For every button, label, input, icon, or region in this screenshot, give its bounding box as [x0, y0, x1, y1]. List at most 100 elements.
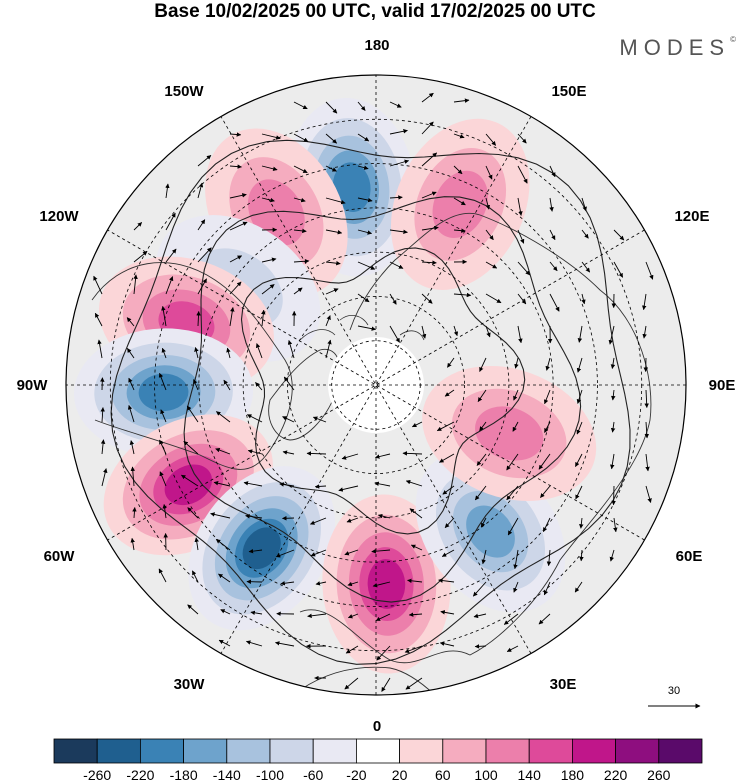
wind-vector [611, 389, 616, 401]
wind-vector [223, 379, 231, 391]
wind-vector [344, 549, 359, 556]
wind-vector [543, 389, 551, 405]
lon-label-120w: 120W [39, 208, 79, 225]
wind-vector [453, 197, 466, 206]
wind-vector [325, 165, 337, 172]
coastline-africa-edge [299, 666, 441, 695]
colorbar-swatch [355, 738, 400, 764]
wind-vector [128, 377, 135, 391]
lon-label-60w: 60W [44, 548, 76, 565]
wind-vector [549, 197, 554, 212]
wind-vector [133, 222, 143, 231]
wind-vector [191, 570, 199, 583]
wind-vector [293, 197, 306, 203]
wind-vector [197, 155, 212, 167]
wind-vector [476, 453, 487, 466]
anomaly-cell [188, 466, 336, 631]
wind-vector [374, 481, 391, 487]
wind-vector [473, 613, 487, 619]
wind-vector [581, 229, 589, 239]
wind-vector [287, 339, 295, 359]
wind-vector [94, 312, 103, 327]
wind-vector [282, 450, 295, 455]
colorbar-tick-label: 100 [474, 767, 498, 783]
wind-vector [229, 164, 242, 169]
wind-vector [180, 474, 199, 487]
wind-vector [439, 453, 455, 463]
wind-vector [645, 261, 654, 280]
wind-vector [453, 98, 470, 103]
wind-vector [218, 639, 231, 647]
wind-vector [576, 389, 583, 404]
wind-vector [405, 479, 423, 487]
coastline-north-america [91, 262, 293, 470]
wind-vector [405, 677, 423, 690]
wind-vector [161, 305, 167, 327]
wind-vector [325, 339, 332, 359]
wind-vector [610, 453, 615, 470]
wind-vector [325, 260, 341, 266]
wind-vector [517, 229, 525, 244]
wind-vector [421, 260, 437, 265]
wind-vector [543, 517, 551, 533]
wind-vector [187, 604, 199, 615]
wind-vector [375, 613, 391, 622]
wind-vector [389, 229, 408, 235]
wind-vector [549, 229, 556, 241]
map-title: Base 10/02/2025 00 UTC, valid 17/02/2025… [154, 1, 596, 22]
reference-vector: 30 [648, 685, 701, 709]
wind-vector [97, 339, 103, 359]
wind-vector [306, 451, 327, 456]
wind-vector [610, 357, 616, 369]
colorbar-tick-label: 220 [604, 767, 628, 783]
wind-vector [279, 482, 295, 487]
wind-vector [377, 513, 391, 519]
wind-vector [577, 325, 583, 343]
wind-vector [436, 421, 455, 432]
wind-vector [485, 133, 497, 146]
wind-vector [485, 325, 491, 338]
lon-label-90e: 90E [709, 377, 736, 394]
wind-vector [210, 512, 231, 519]
wind-vector [283, 376, 295, 391]
wind-vector [307, 613, 327, 619]
latitude-circle [242, 251, 510, 519]
wind-vector [357, 197, 373, 203]
colorbar-swatch [572, 738, 617, 764]
wind-vector [444, 517, 455, 529]
wind-vector [410, 544, 423, 551]
wind-vector [485, 197, 491, 210]
wind-vector [158, 372, 167, 391]
wind-vector [421, 121, 434, 135]
wind-vector [481, 549, 487, 565]
wind-vector [357, 101, 366, 111]
wind-vector [130, 466, 136, 487]
wind-vector [389, 101, 402, 108]
colorbar-tick-label: -220 [126, 767, 154, 783]
wind-vector [579, 517, 584, 529]
wind-vector [325, 315, 331, 327]
wind-vector [215, 448, 231, 455]
wind-vector [293, 165, 308, 174]
wind-vector [220, 609, 231, 615]
wind-vector [503, 613, 519, 625]
reference-vector-label: 30 [668, 685, 680, 697]
colorbar-tick-label: 180 [561, 767, 585, 783]
wind-vector [421, 293, 433, 304]
wind-vector [213, 481, 231, 487]
wind-vector [314, 484, 327, 489]
wind-vector [381, 677, 391, 692]
wind-vector [421, 325, 427, 339]
wind-vector [645, 485, 652, 503]
anomaly-fill [242, 527, 281, 570]
lon-label-150e: 150E [551, 83, 586, 100]
map-border [65, 74, 687, 696]
wind-vector [309, 517, 327, 525]
wind-vector [409, 508, 423, 519]
wind-vector [576, 421, 583, 435]
wind-vector [194, 537, 199, 551]
anomaly-cell [390, 118, 530, 290]
copyright-mark: © [730, 35, 736, 44]
wind-vector [325, 197, 346, 205]
colorbar-swatch [312, 738, 357, 764]
